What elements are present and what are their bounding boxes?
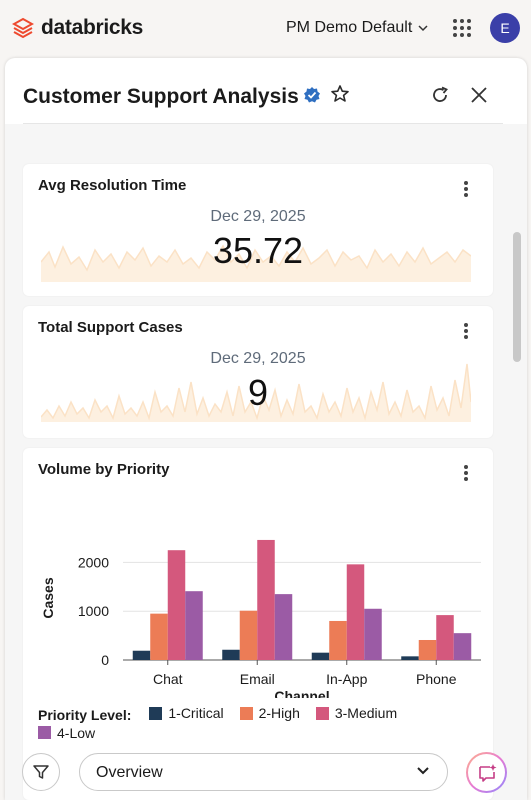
databricks-logo-icon <box>12 17 34 39</box>
x-tick-label: Email <box>240 671 275 687</box>
bar <box>401 656 419 660</box>
legend-label: 4-Low <box>57 724 96 741</box>
legend-label: 1-Critical <box>168 705 224 721</box>
bar <box>185 591 203 660</box>
x-tick-label: Chat <box>153 671 183 687</box>
x-axis-label: Channel <box>274 688 329 698</box>
bar <box>150 613 168 660</box>
bar <box>436 615 454 660</box>
page-selector[interactable]: Overview <box>79 753 448 791</box>
bar <box>239 610 258 660</box>
legend-swatch <box>315 706 329 720</box>
counter-value: 35.72 <box>212 230 304 271</box>
header-divider <box>23 123 503 124</box>
workspace-switcher[interactable]: PM Demo Default <box>286 19 428 37</box>
more-options-icon[interactable] <box>463 464 469 482</box>
legend-item[interactable]: 1-Critical <box>149 705 224 721</box>
chevron-down-icon <box>417 767 429 775</box>
legend-title: Priority Level: <box>38 706 132 723</box>
y-tick-label: 1000 <box>78 603 109 619</box>
sparkline-background <box>41 244 471 282</box>
bar-chart[interactable]: 0 1000 2000 Cases Chat Email In-App Phone Channe… <box>23 448 493 698</box>
legend-label: 2-High <box>258 705 300 721</box>
bar <box>132 650 151 660</box>
genie-button-face <box>468 754 505 791</box>
y-tick-label: 0 <box>101 652 109 668</box>
chart-legend: Priority Level: 1-Critical 2-High 3-Medium 4… <box>38 703 478 742</box>
legend-item[interactable]: 4-Low <box>38 725 95 741</box>
y-tick-label: 2000 <box>78 554 109 570</box>
legend-swatch <box>38 726 51 739</box>
more-options-icon[interactable] <box>463 180 469 198</box>
bar <box>257 539 275 660</box>
sparkline-background <box>41 363 471 422</box>
bar <box>364 608 382 660</box>
apps-grid-icon[interactable] <box>452 18 472 38</box>
widget-title: Avg Resolution Time <box>38 177 187 194</box>
widget-volume-by-priority: Volume by Priority 0 1000 2000 Cases Chat Ema… <box>23 448 493 800</box>
counter-value: 9 <box>247 372 269 413</box>
counter-date: Dec 29, 2025 <box>210 208 306 225</box>
dashboard-panel: Customer Support Analysis Avg Resolution… <box>5 58 527 800</box>
legend-item[interactable]: 2-High <box>239 705 300 721</box>
chevron-down-icon <box>418 24 428 31</box>
widget-title: Volume by Priority <box>38 461 170 478</box>
page-selector-value: Overview <box>96 764 163 781</box>
close-icon[interactable] <box>470 86 488 104</box>
y-axis-label: Cases <box>40 577 56 618</box>
widget-title: Total Support Cases <box>38 319 183 336</box>
widget-avg-resolution: Avg Resolution Time Dec 29, 2025 35.72 <box>23 164 493 296</box>
bar <box>311 652 330 660</box>
brand-name: databricks <box>41 16 144 39</box>
widget-total-cases: Total Support Cases Dec 29, 2025 9 <box>23 306 493 438</box>
refresh-icon[interactable] <box>430 85 450 105</box>
user-avatar[interactable]: E <box>490 13 520 43</box>
counter-date: Dec 29, 2025 <box>210 350 306 367</box>
legend-item[interactable]: 3-Medium <box>315 705 398 721</box>
filter-icon <box>33 765 49 779</box>
x-tick-label: Phone <box>416 671 457 687</box>
genie-chat-icon <box>478 763 496 782</box>
legend-swatch <box>239 706 253 720</box>
bar <box>222 649 240 660</box>
verified-badge-icon <box>304 87 320 103</box>
filter-button[interactable] <box>22 753 60 791</box>
dashboard-title: Customer Support Analysis <box>23 85 299 108</box>
dashboard-header: Customer Support Analysis <box>5 58 527 124</box>
databricks-logo[interactable]: databricks <box>12 16 143 40</box>
workspace-name: PM Demo Default <box>286 19 413 36</box>
more-options-icon[interactable] <box>463 322 469 340</box>
bar <box>418 639 437 660</box>
bar <box>453 633 472 660</box>
genie-assistant-button[interactable] <box>466 752 507 793</box>
dashboard-canvas[interactable]: Avg Resolution Time Dec 29, 2025 35.72 T… <box>5 124 527 800</box>
legend-label: 3-Medium <box>334 705 398 721</box>
bar <box>346 564 365 660</box>
x-tick-label: In-App <box>326 671 367 687</box>
bar <box>329 620 347 660</box>
bar <box>274 594 293 660</box>
star-icon[interactable] <box>330 84 350 104</box>
bar <box>167 550 186 660</box>
vertical-scrollbar[interactable] <box>513 232 521 362</box>
top-bar: databricks PM Demo Default E <box>0 0 531 58</box>
legend-swatch <box>149 706 163 720</box>
